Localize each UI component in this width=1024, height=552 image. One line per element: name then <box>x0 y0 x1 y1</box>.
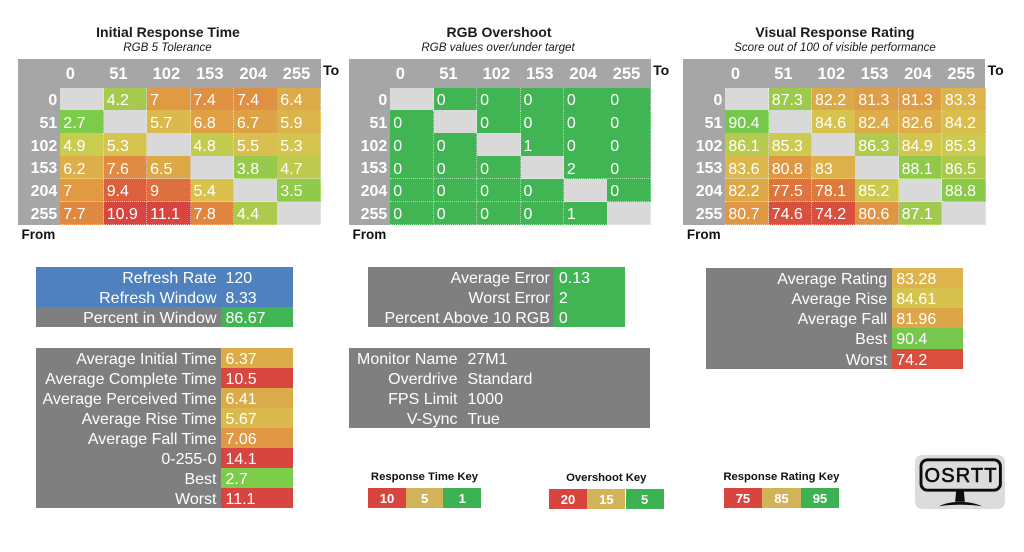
svg-text:OSRTT: OSRTT <box>925 465 997 487</box>
